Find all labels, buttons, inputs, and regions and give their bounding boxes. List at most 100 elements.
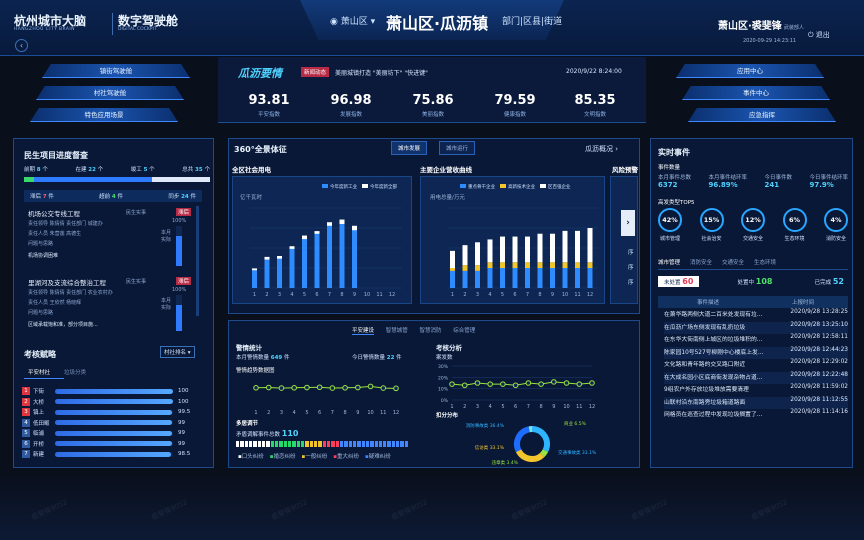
bar-segment — [378, 441, 383, 447]
top5-item[interactable]: 6% 生态环境 — [782, 208, 807, 242]
x-tick-label: 12 — [589, 404, 595, 410]
stacked-bar — [462, 245, 468, 266]
project-unit: 民生实事 — [126, 210, 147, 216]
ranking-row[interactable]: 4 低田畈 99 — [22, 418, 202, 429]
nav-village-cockpit[interactable]: 村社驾驶舱 — [36, 86, 184, 100]
tab-general[interactable]: 综合管理 — [453, 328, 476, 334]
top5-item[interactable]: 42% 城市管理 — [658, 208, 682, 242]
x-tick-label: 5 — [303, 292, 306, 298]
x-tick-label: 8 — [343, 410, 346, 416]
top5-item[interactable]: 12% 交通安全 — [741, 208, 765, 242]
nav-feature-apps[interactable]: 特色应用场景 — [30, 108, 178, 122]
index-label: 健康指数 — [503, 112, 526, 118]
ranking-row[interactable]: 1 下街 100 — [22, 386, 202, 397]
nav-event-center[interactable]: 事件中心 — [682, 86, 830, 100]
status-completed[interactable]: 已完成 52 — [814, 277, 844, 286]
index-label: 文明指数 — [583, 112, 606, 118]
bar-segment — [404, 441, 409, 447]
back-button[interactable]: ‹ — [15, 39, 28, 52]
tab-garbage[interactable]: 垃圾分类 — [64, 370, 87, 376]
tab-ecology[interactable]: 生态环境 — [754, 260, 777, 266]
project-line: 问题与思路 — [28, 241, 54, 247]
percent-ring: 4% — [824, 208, 848, 232]
nav-emergency[interactable]: 应急指挥 — [688, 108, 836, 122]
y-tick-label: 30% — [438, 364, 449, 370]
ranking-row[interactable]: 6 开桥 99 — [22, 439, 202, 450]
level-switcher[interactable]: 部门|区县|街道 — [502, 17, 563, 27]
location-selector[interactable]: ◉ 萧山区 ▾ — [330, 17, 376, 27]
project-name[interactable]: 机场公交专线工程 — [28, 210, 80, 218]
news-headline[interactable]: 美丽城镇打造 "美丽坊下" "快进键" — [335, 70, 428, 77]
col-time: 上报时间 — [791, 300, 814, 306]
tab-city-mgmt[interactable]: 智慧城管 — [385, 328, 408, 334]
tab-ahead[interactable]: 超前 4 件 — [99, 194, 124, 200]
tab-city-development[interactable]: 城市发展 — [391, 141, 428, 155]
project-name[interactable]: 里湖河及支流综合整治工程 — [28, 279, 106, 287]
x-tick-label: 6 — [318, 410, 321, 416]
x-tick-label: 3 — [476, 404, 479, 410]
event-row[interactable]: 陈家园10号527号柳刚中心楼底上发现垃圾堆放 2020/9/28 12:44:2… — [664, 346, 848, 359]
event-row[interactable]: 山联村沿东南路旁垃圾箱道路面 2020/9/28 11:12:55 — [664, 396, 848, 409]
bar-segment — [266, 441, 270, 447]
x-tick-label: 6 — [315, 292, 318, 298]
event-description: 在东华大街南侧上城区的垃圾堆积的的问题 — [664, 337, 764, 343]
risk-title: 风险预警 — [612, 166, 638, 174]
police-trend-chart: 1 2 3 4 5 6 7 8 9 10 11 12 — [253, 383, 399, 416]
event-row[interactable]: 在瓜沥广场东侧发现有乱扔垃圾 2020/9/28 13:25:10 — [664, 321, 848, 334]
bar-segment — [391, 441, 396, 447]
rank-bar-fill — [55, 399, 173, 405]
scroll-right-button[interactable]: › — [621, 210, 635, 236]
tab-lag[interactable]: 滞后 7 件 — [30, 194, 54, 200]
bar-segment — [361, 441, 365, 447]
tab-city-management[interactable]: 城市管理 — [658, 260, 681, 266]
event-row[interactable]: 在大成名园小区底商街发现杂物占道有不后 2020/9/28 12:22:48 — [664, 371, 848, 384]
exit-button[interactable]: ⏻ 退出 — [808, 30, 830, 40]
data-point — [253, 385, 259, 391]
event-row[interactable]: 文化路和青年路的交叉路口附近 2020/9/28 12:29:02 — [664, 359, 848, 372]
nav-app-center[interactable]: 应用中心 — [676, 64, 824, 78]
slice-label: 交通事故类 33.1% — [558, 449, 597, 456]
bar-segment — [270, 441, 274, 447]
user-name: 萧山区·裘斐锋 — [718, 21, 782, 32]
tab-fire-safety[interactable]: 消防安全 — [690, 260, 713, 266]
x-tick-label: 7 — [527, 404, 530, 410]
mediation-bar — [236, 441, 409, 447]
status-processing[interactable]: 处置中 108 — [737, 277, 773, 286]
stacked-bar — [525, 268, 530, 288]
event-row[interactable]: 9组农户外存放垃圾堆放需要清理 2020/9/28 11:59:02 — [664, 384, 848, 397]
rank-bar — [55, 399, 173, 405]
overview-link[interactable]: 瓜沥概况 › — [585, 144, 618, 154]
tab-traffic[interactable]: 交通安全 — [722, 260, 745, 266]
tab-safety[interactable]: 平安建设 — [352, 328, 375, 335]
ranking-row[interactable]: 3 镇上 99.5 — [22, 407, 202, 418]
rank-bar-fill — [55, 430, 172, 436]
tab-safe-village[interactable]: 平安村社 — [28, 370, 51, 376]
event-table-header: 事件描述 上报时间 — [658, 296, 848, 308]
tab-sync[interactable]: 同步 24 件 — [168, 194, 196, 200]
ranking-row[interactable]: 5 临浦 99 — [22, 428, 202, 439]
nav-town-cockpit[interactable]: 镇街驾驶舱 — [42, 64, 190, 78]
bar-segment — [370, 441, 374, 447]
ranking-row[interactable]: 2 大桥 100 — [22, 397, 202, 408]
status-pending[interactable]: 未处置 60 — [658, 276, 700, 287]
event-row[interactable]: 在东华大街南侧上城区的垃圾堆积的的问题 2020/9/28 12:58:11 — [664, 334, 848, 347]
top5-item[interactable]: 15% 社会治安 — [699, 208, 724, 242]
x-tick-label: 10 — [367, 410, 373, 416]
tab-city-operation[interactable]: 城市运行 — [439, 141, 476, 155]
stacked-bar — [462, 265, 468, 271]
bar-industry — [252, 270, 257, 288]
x-tick-label: 4 — [293, 410, 296, 416]
slice-label: 商业 6.5% — [564, 420, 587, 427]
ranking-dropdown[interactable]: 村社排名 ▾ — [160, 346, 195, 358]
event-row[interactable]: 网格员在巡查过程中发现垃圾搁置了，在长... 2020/9/28 11:14:16 — [664, 409, 848, 422]
stacked-bar — [512, 262, 518, 268]
x-tick-label: 3 — [280, 410, 283, 416]
title-banner — [300, 0, 564, 40]
tab-fire[interactable]: 智慧消防 — [419, 328, 442, 334]
stacked-bar — [587, 268, 593, 288]
risk-item: 序 — [628, 265, 634, 271]
event-row[interactable]: 在萧华路两侧大道二百米处发现有垃圾堆放，影响周边环... 2020/9/28 13… — [664, 309, 848, 322]
ranking-row[interactable]: 7 新建 98.5 — [22, 449, 202, 460]
scrollbar[interactable] — [196, 206, 199, 316]
top5-item[interactable]: 4% 消防安全 — [824, 208, 848, 242]
